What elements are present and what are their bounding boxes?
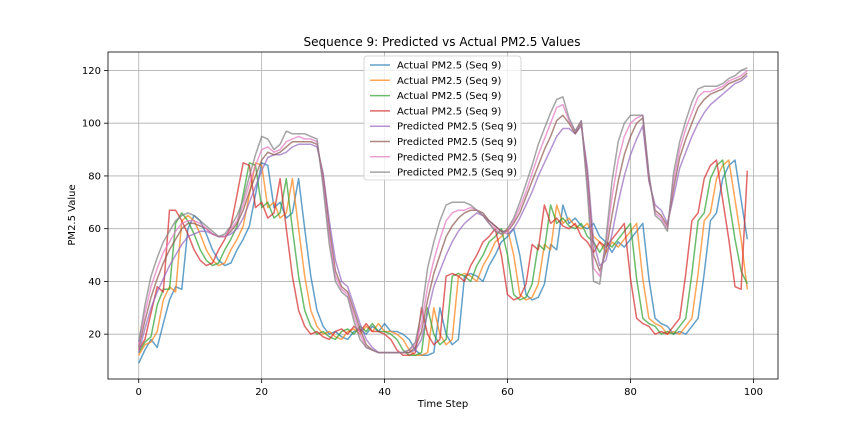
legend-label: Actual PM2.5 (Seq 9) [397, 106, 502, 117]
series-line-2 [138, 159, 749, 357]
y-tick-label: 20 [88, 330, 101, 341]
legend-label: Predicted PM2.5 (Seq 9) [397, 137, 517, 148]
y-tick-label: 60 [88, 224, 101, 235]
legend-label: Predicted PM2.5 (Seq 9) [397, 122, 517, 133]
x-axis-label: Time Step [417, 399, 468, 410]
series-layer [137, 67, 749, 364]
legend-label: Actual PM2.5 (Seq 9) [397, 76, 502, 87]
x-tick-label: 100 [744, 387, 763, 398]
y-tick-label: 100 [82, 119, 101, 130]
x-tick-label: 60 [501, 387, 514, 398]
x-tick-label: 80 [624, 387, 637, 398]
y-tick-label: 40 [88, 277, 101, 288]
legend-label: Predicted PM2.5 (Seq 9) [397, 152, 517, 163]
x-tick-label: 0 [136, 387, 142, 398]
legend-box [363, 55, 522, 181]
x-tick-label: 40 [378, 387, 391, 398]
legend-label: Actual PM2.5 (Seq 9) [397, 91, 502, 102]
series-line-4 [138, 159, 749, 357]
chart-title: Sequence 9: Predicted vs Actual PM2.5 Va… [304, 35, 581, 49]
legend: Actual PM2.5 (Seq 9) Actual PM2.5 (Seq 9)… [363, 55, 522, 181]
y-axis-label: PM2.5 Value [67, 184, 78, 245]
y-tick-label: 80 [88, 171, 101, 182]
legend-label: Actual PM2.5 (Seq 9) [397, 61, 502, 72]
legend-label: Predicted PM2.5 (Seq 9) [397, 168, 517, 179]
series-line-3 [138, 159, 748, 357]
plot-frame [107, 51, 779, 380]
x-tick-label: 20 [255, 387, 268, 398]
y-tick-label: 120 [82, 66, 101, 77]
series-line-8 [137, 67, 748, 354]
series-line-1 [138, 159, 749, 364]
x-axis-ticks: 0 20 40 60 80 100 [136, 379, 763, 398]
y-axis-ticks: 20 40 60 80 100 120 [82, 66, 108, 341]
